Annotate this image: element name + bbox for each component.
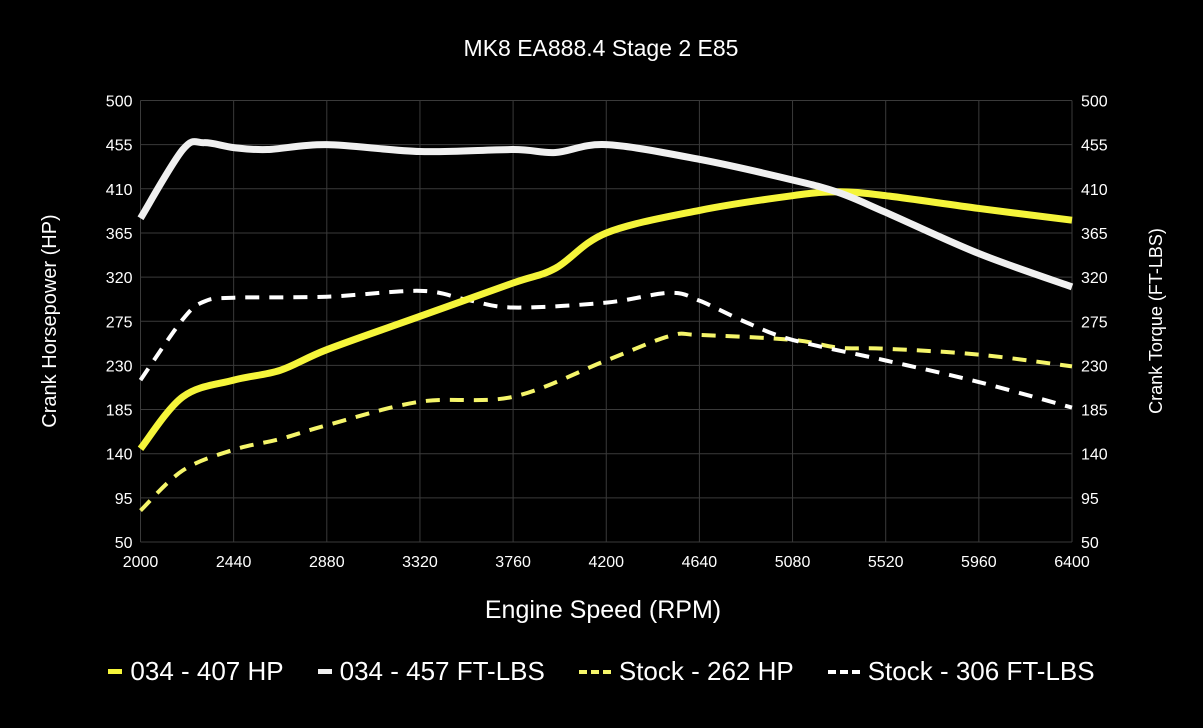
- legend-item: 034 - 407 HP: [108, 656, 284, 687]
- y-tick-label-right: 140: [1081, 447, 1108, 464]
- y-tick-label-left: 455: [106, 138, 133, 155]
- x-tick-label: 4640: [682, 554, 718, 571]
- y-tick-label-right: 275: [1081, 314, 1108, 331]
- y-tick-label-right: 50: [1081, 535, 1099, 552]
- y-axis-left-label: Crank Horsepower (HP): [39, 214, 61, 427]
- y-tick-label-left: 275: [106, 314, 133, 331]
- y-tick-label-right: 500: [1081, 94, 1108, 111]
- y-tick-label-left: 500: [106, 94, 133, 111]
- y-tick-label-left: 185: [106, 403, 133, 420]
- series-line-2: [139, 331, 1073, 513]
- legend: 034 - 407 HP 034 - 457 FT-LBS Stock - 262 …: [0, 656, 1203, 687]
- x-tick-label: 2440: [216, 554, 252, 571]
- y-tick-label-right: 320: [1081, 270, 1108, 287]
- legend-label: 034 - 407 HP: [130, 656, 284, 686]
- legend-swatch: [108, 669, 123, 674]
- x-tick-label: 5080: [775, 554, 811, 571]
- tick-labels: 2000 2440 2880 3320 3760 4200 4640 5080 5520 5960…: [106, 94, 1108, 572]
- legend-label: 034 - 457 FT-LBS: [339, 656, 545, 686]
- x-tick-label: 4200: [588, 554, 624, 571]
- legend-item: Stock - 262 HP: [578, 656, 794, 687]
- legend-label: Stock - 306 FT-LBS: [867, 656, 1095, 686]
- x-tick-label: 3760: [495, 554, 531, 571]
- legend-item: 034 - 457 FT-LBS: [317, 656, 545, 687]
- legend-item: Stock - 306 FT-LBS: [827, 656, 1095, 687]
- y-tick-label-left: 365: [106, 226, 133, 243]
- y-tick-label-left: 140: [106, 447, 133, 464]
- legend-swatch: [317, 669, 332, 674]
- y-tick-label-left: 230: [106, 358, 133, 375]
- y-tick-label-right: 230: [1081, 358, 1108, 375]
- y-tick-label-right: 95: [1081, 491, 1099, 508]
- x-axis-label: Engine Speed (RPM): [485, 596, 721, 624]
- grid: [140, 100, 1073, 543]
- series-line-1: [137, 138, 1074, 291]
- x-tick-label: 6400: [1054, 554, 1090, 571]
- legend-swatch: [578, 669, 611, 674]
- x-tick-label: 2000: [123, 554, 159, 571]
- series-line-0: [137, 188, 1073, 452]
- y-tick-label-left: 95: [115, 491, 133, 508]
- legend-label: Stock - 262 HP: [618, 656, 794, 686]
- y-tick-label-right: 410: [1081, 182, 1108, 199]
- y-tick-label-left: 320: [106, 270, 133, 287]
- y-tick-label-right: 365: [1081, 226, 1108, 243]
- y-tick-label-right: 455: [1081, 138, 1108, 155]
- legend-swatch: [827, 669, 860, 674]
- y-tick-label-right: 185: [1081, 403, 1108, 420]
- x-tick-label: 5520: [868, 554, 904, 571]
- series-lines: [137, 138, 1074, 513]
- y-tick-label-left: 50: [115, 535, 133, 552]
- x-tick-label: 5960: [961, 554, 997, 571]
- chart-title: MK8 EA888.4 Stage 2 E85: [464, 35, 739, 61]
- x-tick-label: 3320: [402, 554, 438, 571]
- y-axis-right-label: Crank Torque (FT-LBS): [1146, 228, 1166, 414]
- y-tick-label-left: 410: [106, 182, 133, 199]
- x-tick-label: 2880: [309, 554, 345, 571]
- series-line-3: [138, 288, 1073, 410]
